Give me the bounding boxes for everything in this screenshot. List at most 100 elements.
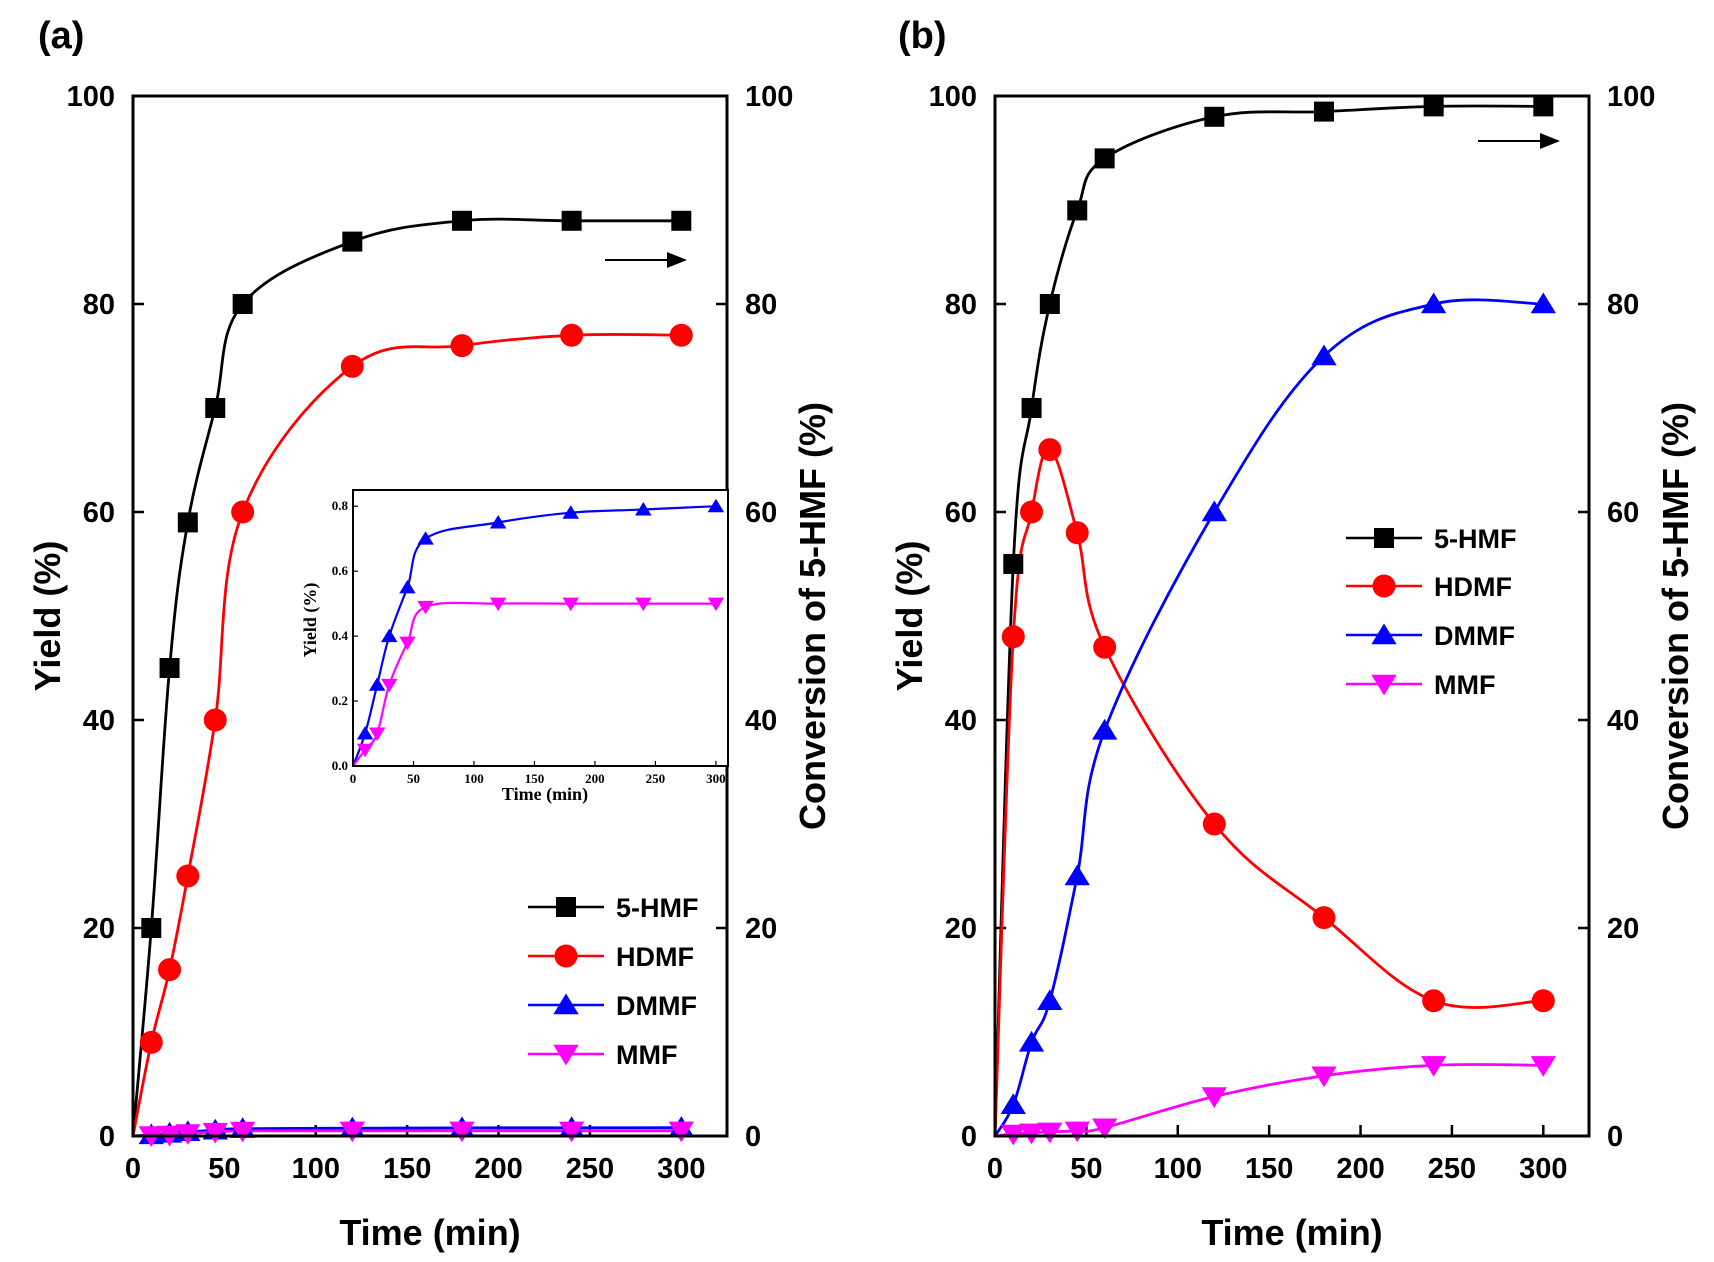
x-tick-label: 150 xyxy=(1245,1153,1293,1185)
data-point-mmf xyxy=(449,1121,475,1143)
data-point-dmmf xyxy=(399,579,416,594)
data-point-hdmf xyxy=(203,708,227,732)
data-point-dmmf xyxy=(707,498,725,513)
legend-marker-mmf xyxy=(1371,674,1397,696)
y-tick-label: 60 xyxy=(945,497,977,529)
x-tick-label: 50 xyxy=(208,1153,240,1185)
y-tick-label: 0 xyxy=(99,1121,115,1153)
panel-a-x-axis-label: Time (min) xyxy=(339,1212,520,1253)
data-point-mmf xyxy=(339,1121,365,1143)
legend-marker-hdmf xyxy=(554,944,578,968)
y2-tick-label: 40 xyxy=(745,705,777,737)
legend-marker-hdmf xyxy=(1372,574,1396,598)
x-tick-label: 150 xyxy=(383,1153,431,1185)
legend-label-dmmf: DMMF xyxy=(1434,621,1515,651)
legend-symbol-dmmf xyxy=(1371,623,1397,645)
x-tick-label: 0 xyxy=(350,771,357,786)
data-point-mmf xyxy=(230,1121,256,1143)
y2-tick-label: 100 xyxy=(745,81,793,113)
legend-label-hdmf: HDMF xyxy=(616,942,694,972)
data-point-hdmf xyxy=(1038,438,1062,462)
x-tick-label: 50 xyxy=(407,771,420,786)
legend-entry-mmf: MMF xyxy=(528,1040,677,1070)
panel-b-ticks xyxy=(993,94,1589,1138)
panel-a-y2-tick-labels: 0 20 40 60 80 100 xyxy=(745,81,793,1153)
data-point-hdmf xyxy=(139,1030,163,1054)
data-point-mmf xyxy=(1311,1066,1337,1088)
panel-b-y2-axis-label: Conversion of 5-HMF (%) xyxy=(1655,402,1696,830)
y2-tick-label: 60 xyxy=(1607,497,1639,529)
y-tick-label: 0.6 xyxy=(332,563,349,578)
y-tick-label: 0.8 xyxy=(332,498,349,513)
data-point-dmmf xyxy=(356,726,374,740)
data-point-hdmf xyxy=(1093,635,1117,659)
legend-entry-hdmf: HDMF xyxy=(1346,572,1512,602)
x-tick-label: 150 xyxy=(525,771,545,786)
legend-symbol-hdmf xyxy=(554,944,578,968)
data-point-hdmf xyxy=(669,323,693,347)
x-tick-label: 100 xyxy=(1154,1153,1202,1185)
legend-label-5-hmf: 5-HMF xyxy=(1434,524,1517,554)
data-point-mmf xyxy=(202,1122,228,1144)
data-point-hdmf xyxy=(560,323,584,347)
y-tick-label: 100 xyxy=(929,81,977,113)
panel-a-legend: 5-HMF HDMF DMMF MMF xyxy=(528,893,699,1070)
data-point-mmf xyxy=(1092,1118,1118,1140)
data-point-dmmf xyxy=(1037,989,1063,1010)
data-point-5-hmf xyxy=(159,658,180,678)
data-point-hdmf xyxy=(1531,989,1555,1013)
y-tick-label: 0 xyxy=(961,1121,977,1153)
panel-b-frame xyxy=(993,94,1591,1138)
panel-a-markers xyxy=(138,210,694,1147)
y2-tick-label: 100 xyxy=(1607,81,1655,113)
y2-tick-label: 80 xyxy=(1607,289,1639,321)
data-point-mmf xyxy=(399,636,416,651)
x-tick-label: 300 xyxy=(657,1153,705,1185)
legend-symbol-dmmf xyxy=(553,993,579,1015)
legend-marker-mmf xyxy=(553,1044,579,1066)
series-line-dmmf xyxy=(351,505,716,767)
x-tick-label: 200 xyxy=(474,1153,522,1185)
x-tick-label: 0 xyxy=(987,1153,1003,1185)
data-point-mmf xyxy=(1037,1122,1063,1144)
data-point-mmf xyxy=(356,743,374,758)
panel-a-x-tick-labels: 0 50 100 150 200 250 300 xyxy=(125,1153,706,1185)
y-tick-label: 0.0 xyxy=(332,758,348,773)
legend-symbol-5-hmf xyxy=(1374,528,1394,548)
data-point-mmf xyxy=(558,1121,585,1143)
data-point-5-hmf xyxy=(342,231,363,252)
legend-entry-mmf: MMF xyxy=(1346,670,1495,700)
panel-a-inset: 0 50 100 150 200 250 300 0.0 0.2 0.4 0.6 0.8 Time … xyxy=(300,489,729,805)
legend-symbol-mmf xyxy=(553,1044,579,1066)
legend-marker-dmmf xyxy=(1371,623,1397,645)
data-point-mmf xyxy=(707,597,725,612)
y2-tick-label: 40 xyxy=(1607,705,1639,737)
data-point-mmf xyxy=(668,1121,694,1143)
panel-b-label: (b) xyxy=(898,15,947,57)
x-tick-label: 300 xyxy=(1519,1153,1567,1185)
y2-tick-label: 20 xyxy=(745,913,777,945)
data-point-5-hmf xyxy=(1204,106,1225,127)
legend-label-hdmf: HDMF xyxy=(1434,572,1512,602)
y-tick-label: 80 xyxy=(83,289,115,321)
y-tick-label: 100 xyxy=(67,81,115,113)
panel-a: (a) 0 50 100 150 200 250 300 0 20 40 60 80 100 0 20 4… xyxy=(27,15,833,1253)
y-tick-label: 80 xyxy=(945,289,977,321)
data-point-dmmf xyxy=(1092,718,1118,740)
data-point-mmf xyxy=(1530,1056,1556,1077)
panel-a-y-tick-labels: 0 20 40 60 80 100 xyxy=(67,81,115,1153)
data-point-hdmf xyxy=(340,354,364,378)
inset-y-axis-label: Yield (%) xyxy=(300,583,321,658)
panel-a-label: (a) xyxy=(38,15,84,57)
panel-b: (b) 0 50 100 150 200 250 300 0 20 40 60 80 100 0 20 4… xyxy=(889,15,1696,1253)
data-point-hdmf xyxy=(1001,625,1025,649)
x-tick-label: 200 xyxy=(585,771,605,786)
inset-frame xyxy=(352,489,729,767)
data-point-mmf xyxy=(381,678,398,693)
data-point-hdmf xyxy=(158,958,182,982)
inset-y-tick-labels: 0.0 0.2 0.4 0.6 0.8 xyxy=(332,498,349,773)
data-point-dmmf xyxy=(562,505,579,519)
panel-b-y2-tick-labels: 0 20 40 60 80 100 xyxy=(1607,81,1655,1153)
panel-b-x-tick-labels: 0 50 100 150 200 250 300 xyxy=(987,1153,1568,1185)
